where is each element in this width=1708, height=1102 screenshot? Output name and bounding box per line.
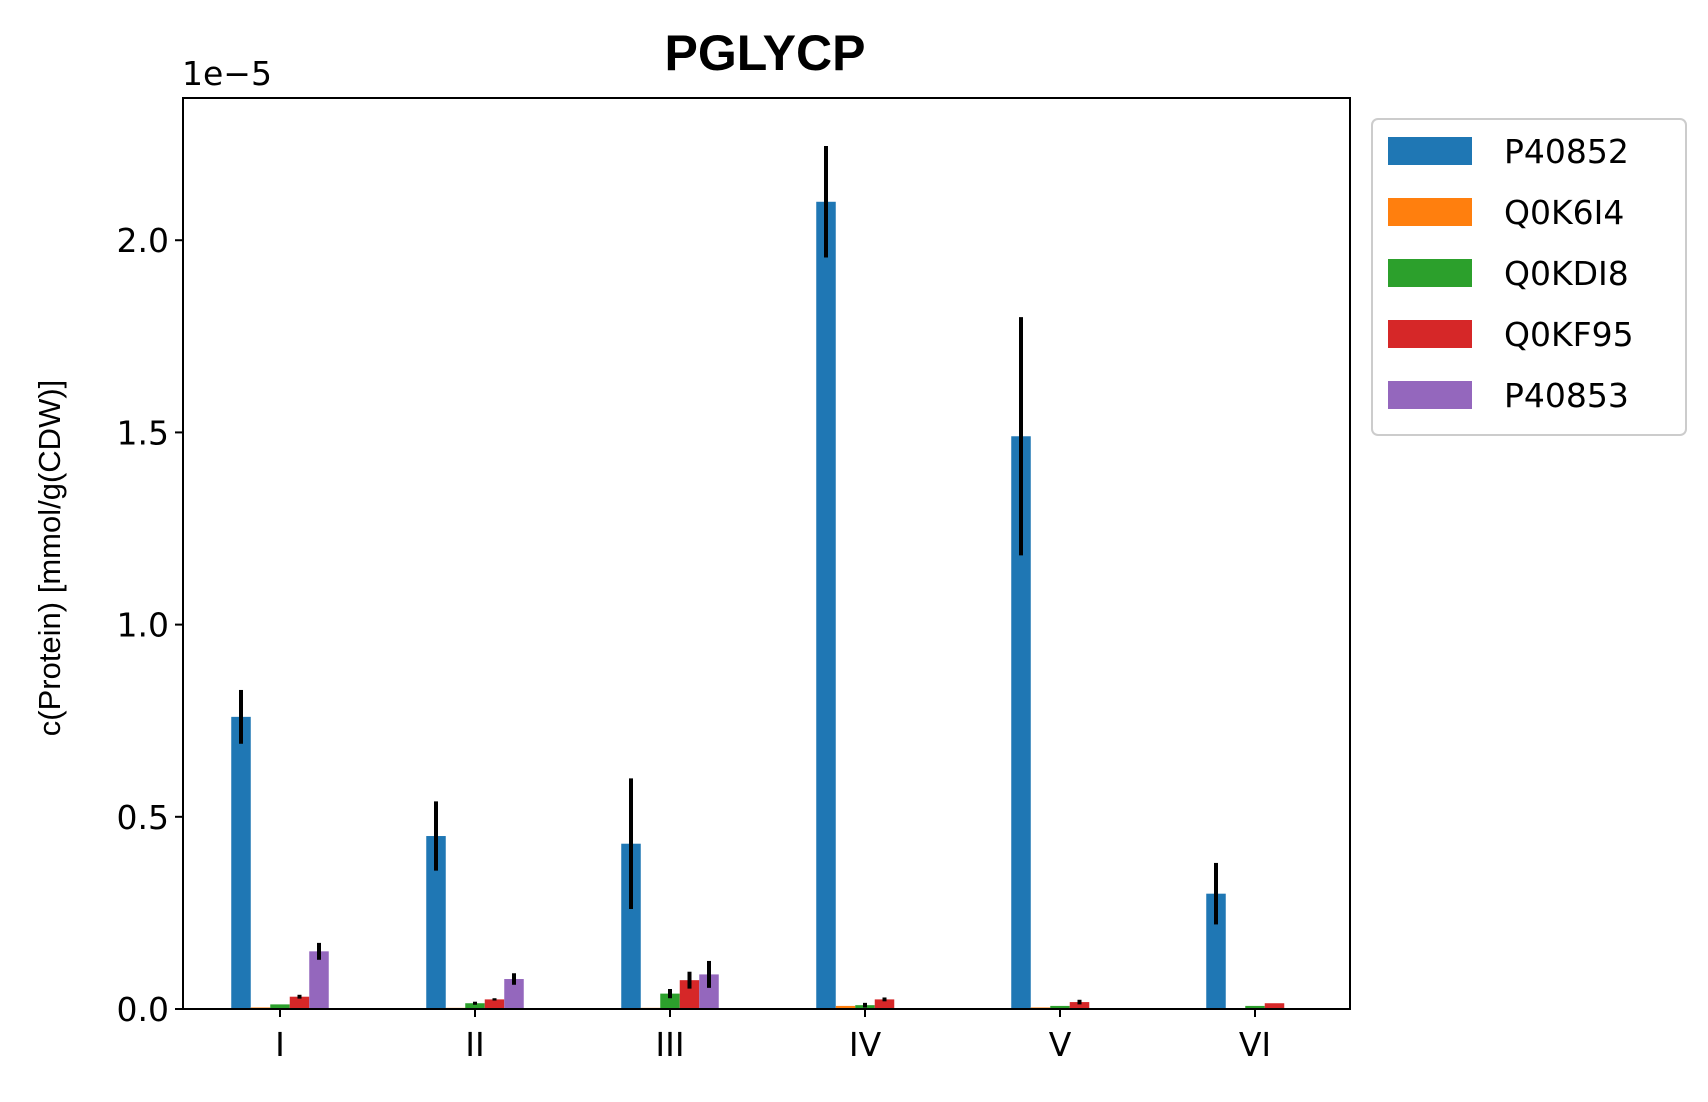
x-tick-label: V [1049, 1025, 1072, 1064]
legend-swatch-Q0K6I4 [1388, 198, 1472, 226]
legend-swatch-Q0KF95 [1388, 320, 1472, 348]
legend-swatch-Q0KDI8 [1388, 259, 1472, 287]
legend-label-P40853: P40853 [1504, 376, 1629, 415]
bar-Q0KF95-I [289, 996, 310, 1009]
legend: P40852 Q0K6I4 Q0KDI8 Q0KF95 P40853 [1371, 118, 1687, 436]
bar-P40852-IV [816, 201, 836, 1009]
legend-swatch-P40852 [1388, 137, 1472, 165]
y-axis-label: c(Protein) [mmol/g(CDW)] [32, 380, 67, 737]
bar-Q0KF95-III [679, 980, 700, 1009]
bar-Q0KF95-II [484, 999, 505, 1009]
bar-Q0KF95-V [1069, 1002, 1090, 1009]
bar-P40852-I [231, 716, 251, 1009]
bar-Q0KF95-IV [874, 999, 895, 1009]
legend-label-Q0K6I4: Q0K6I4 [1504, 193, 1624, 232]
bars-layer [231, 201, 1285, 1009]
error-bars-layer [239, 146, 1218, 1008]
chart-title: PGLYCP [664, 25, 865, 81]
bar-P40853-II [504, 979, 524, 1009]
y-tick-label: 0.5 [117, 798, 169, 837]
bar-Q0KDI8-V [1050, 1005, 1070, 1009]
x-tick-label: III [655, 1025, 684, 1064]
x-tick-label: I [275, 1025, 285, 1064]
legend-label-Q0KDI8: Q0KDI8 [1504, 254, 1629, 293]
bar-Q0KDI8-VI [1245, 1005, 1265, 1009]
legend-label-Q0KF95: Q0KF95 [1504, 315, 1634, 354]
y-tick-label: 1.5 [117, 413, 169, 452]
x-tick-label: VI [1239, 1025, 1271, 1064]
plot-frame [182, 97, 1351, 1010]
bar-P40852-III [621, 843, 641, 1009]
bar-P40853-III [699, 974, 719, 1009]
bar-P40852-VI [1206, 893, 1226, 1009]
x-axis-ticks: I II III IV V VI [275, 1009, 1271, 1064]
y-tick-label: 1.0 [117, 606, 169, 645]
bar-Q0K6I4-IV [835, 1005, 856, 1009]
bar-Q0KDI8-I [270, 1004, 290, 1009]
legend-swatch-P40853 [1388, 381, 1472, 409]
bar-Q0KDI8-II [465, 1003, 485, 1009]
x-tick-label: IV [849, 1025, 882, 1064]
bar-Q0KF95-VI [1264, 1003, 1285, 1009]
y-axis-ticks: 0.0 0.5 1.0 1.5 2.0 [117, 221, 183, 1029]
legend-label-P40852: P40852 [1504, 132, 1629, 171]
bar-Q0KDI8-III [660, 993, 680, 1009]
x-tick-label: II [465, 1025, 484, 1064]
y-offset-label: 1e−5 [182, 54, 272, 93]
bar-P40852-II [426, 836, 446, 1009]
y-tick-label: 2.0 [117, 221, 169, 260]
bar-P40853-I [309, 951, 329, 1009]
bar-P40852-V [1011, 436, 1031, 1009]
y-tick-label: 0.0 [117, 990, 169, 1029]
